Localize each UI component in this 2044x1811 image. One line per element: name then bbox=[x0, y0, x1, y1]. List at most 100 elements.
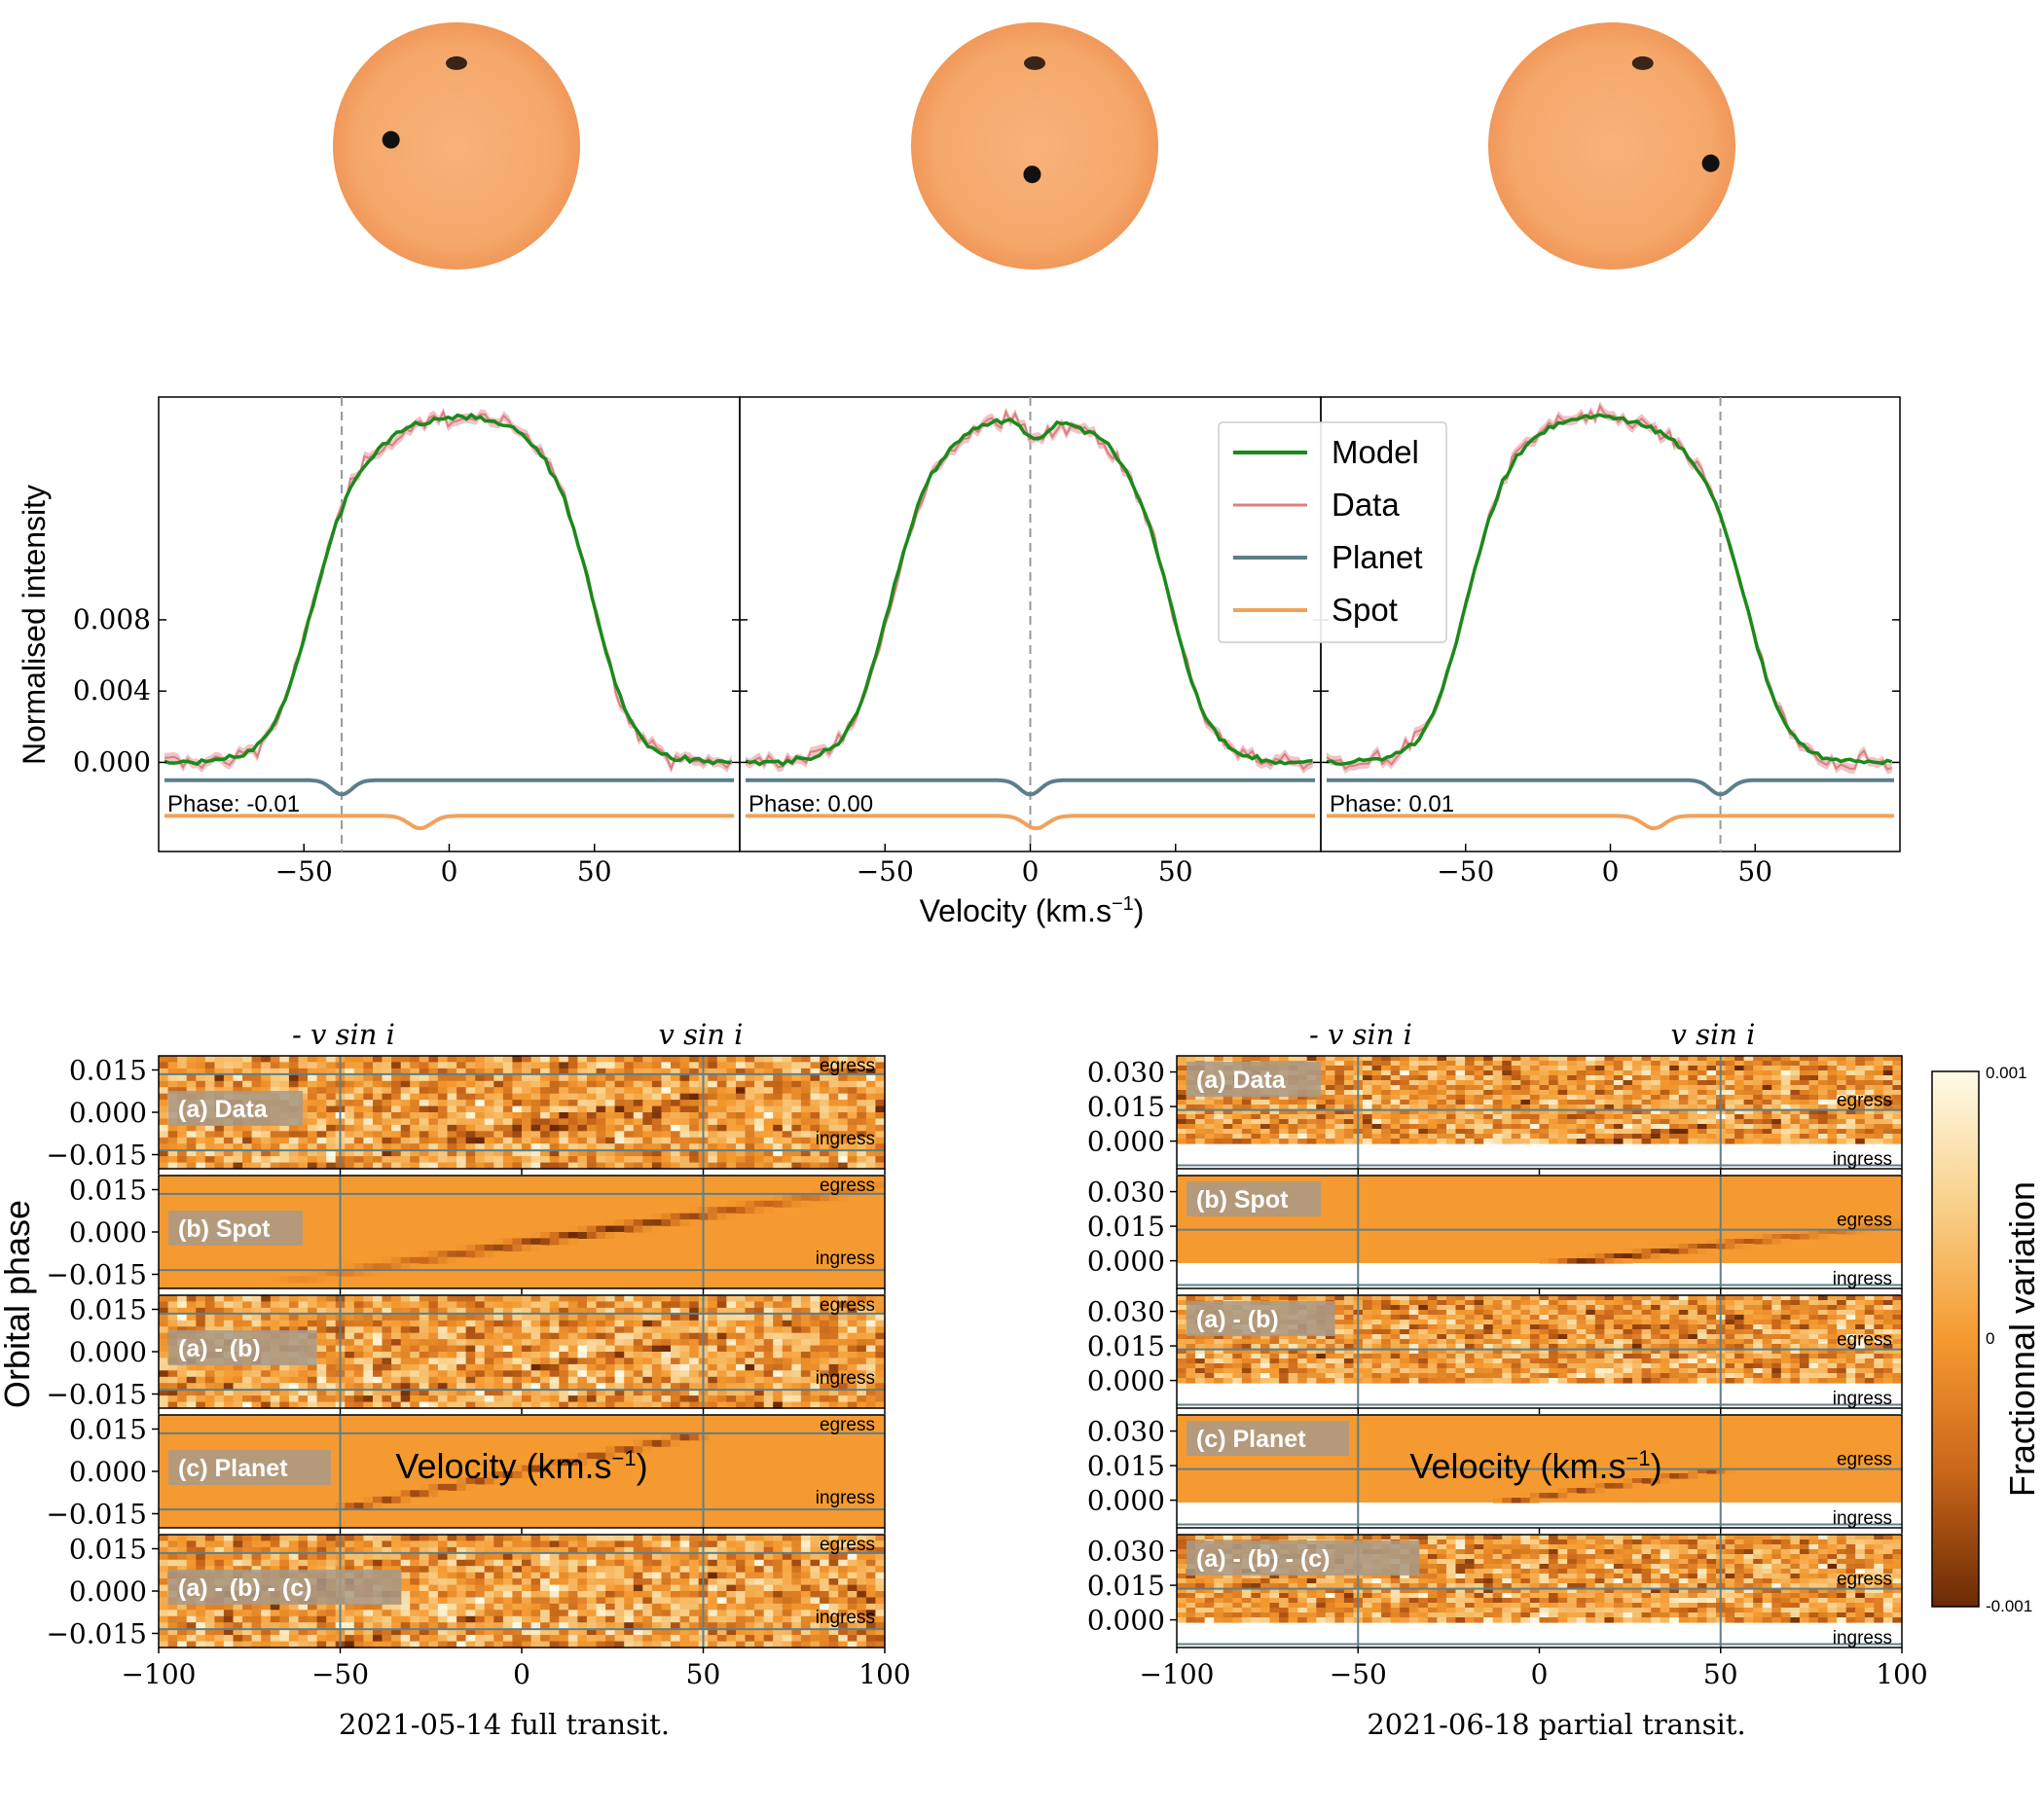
map-cell bbox=[726, 1597, 737, 1605]
map-cell bbox=[736, 1603, 747, 1611]
map-cell bbox=[782, 1162, 792, 1170]
map-cell bbox=[1567, 1061, 1578, 1067]
map-cell bbox=[437, 1553, 449, 1561]
phase-label: Phase: -0.01 bbox=[167, 791, 300, 817]
map-cell bbox=[288, 1635, 300, 1643]
map-cell bbox=[549, 1056, 560, 1063]
map-cell bbox=[475, 1345, 486, 1353]
map-cell bbox=[736, 1062, 747, 1069]
map-cell bbox=[363, 1370, 374, 1378]
map-cell bbox=[419, 1332, 429, 1340]
map-cell bbox=[261, 1301, 272, 1309]
map-cell bbox=[624, 1389, 635, 1396]
map-cell bbox=[522, 1087, 532, 1095]
map-cell bbox=[363, 1376, 374, 1384]
map-cell bbox=[167, 1320, 178, 1327]
map-cell bbox=[391, 1263, 402, 1271]
map-cell bbox=[800, 1610, 812, 1617]
map-cell bbox=[288, 1535, 300, 1541]
map-cell bbox=[410, 1332, 420, 1340]
map-cell bbox=[559, 1232, 569, 1239]
map-cell bbox=[400, 1137, 411, 1144]
map-cell bbox=[308, 1326, 318, 1334]
map-cell bbox=[1604, 1061, 1615, 1067]
map-cell bbox=[726, 1137, 737, 1144]
map-cell bbox=[708, 1546, 718, 1554]
map-cell bbox=[633, 1219, 643, 1227]
map-cell bbox=[1808, 1056, 1819, 1062]
map-cell bbox=[847, 1062, 858, 1069]
map-cell bbox=[326, 1622, 337, 1630]
map-cell bbox=[642, 1062, 653, 1069]
map-cell bbox=[679, 1572, 690, 1579]
map-cell bbox=[373, 1332, 383, 1340]
map-cell bbox=[857, 1068, 867, 1075]
map-cell bbox=[745, 1358, 755, 1365]
map-cell bbox=[549, 1105, 560, 1113]
map-cell bbox=[857, 1131, 867, 1139]
map-cell bbox=[549, 1363, 560, 1371]
map-cell bbox=[875, 1352, 886, 1358]
map-cell bbox=[288, 1056, 300, 1063]
map-cell bbox=[800, 1200, 812, 1208]
map-cell bbox=[447, 1118, 457, 1126]
map-cell bbox=[428, 1131, 439, 1139]
map-cell bbox=[540, 1546, 551, 1554]
map-cell bbox=[633, 1143, 643, 1151]
map-cell bbox=[456, 1628, 467, 1636]
map-cell bbox=[624, 1395, 635, 1403]
map-cell bbox=[549, 1339, 560, 1347]
map-cell bbox=[577, 1093, 588, 1101]
map-cell bbox=[242, 1149, 253, 1157]
map-cell bbox=[1539, 1061, 1550, 1067]
map-cell bbox=[270, 1307, 280, 1315]
map-cell bbox=[447, 1143, 457, 1151]
map-cell bbox=[298, 1118, 309, 1126]
map-cell bbox=[204, 1603, 215, 1611]
map-cell bbox=[875, 1339, 886, 1347]
map-cell bbox=[865, 1301, 877, 1309]
map-cell bbox=[671, 1100, 681, 1107]
map-cell bbox=[865, 1597, 877, 1605]
map-cell bbox=[689, 1628, 700, 1636]
map-cell bbox=[437, 1559, 449, 1567]
map-cell bbox=[820, 1080, 830, 1088]
map-cell bbox=[530, 1578, 541, 1586]
map-cell bbox=[373, 1635, 383, 1643]
map-cell bbox=[353, 1062, 364, 1069]
map-cell bbox=[196, 1137, 206, 1144]
map-cell bbox=[847, 1339, 858, 1347]
map-cell bbox=[745, 1553, 755, 1561]
map-cell bbox=[465, 1535, 476, 1541]
map-cell bbox=[847, 1578, 858, 1586]
map-cell bbox=[1279, 1056, 1290, 1062]
map-cell bbox=[1837, 1061, 1847, 1067]
map-cell bbox=[363, 1559, 374, 1567]
map-cell bbox=[567, 1628, 578, 1636]
ingress-label: ingress bbox=[816, 1249, 875, 1269]
map-cell bbox=[586, 1314, 598, 1322]
map-cell bbox=[773, 1339, 784, 1347]
map-cell bbox=[838, 1376, 849, 1384]
map-cell bbox=[345, 1112, 355, 1119]
map-cell bbox=[745, 1572, 755, 1579]
map-cell bbox=[708, 1105, 718, 1113]
map-cell bbox=[763, 1401, 774, 1409]
map-cell bbox=[1492, 1070, 1503, 1076]
map-cell bbox=[754, 1578, 765, 1586]
spot-series bbox=[164, 814, 734, 831]
map-cell bbox=[596, 1131, 606, 1139]
map-cell bbox=[1790, 1066, 1801, 1071]
map-cell bbox=[875, 1100, 886, 1107]
map-cell bbox=[838, 1610, 849, 1617]
map-cell bbox=[475, 1149, 486, 1157]
map-cell bbox=[800, 1597, 812, 1605]
map-cell bbox=[549, 1459, 560, 1467]
map-cell bbox=[838, 1301, 849, 1309]
map-cell bbox=[159, 1584, 169, 1592]
map-cell bbox=[782, 1591, 792, 1598]
map-cell bbox=[251, 1376, 262, 1384]
map-cell bbox=[773, 1137, 784, 1144]
map-cell bbox=[373, 1540, 383, 1548]
map-cell bbox=[465, 1345, 476, 1353]
